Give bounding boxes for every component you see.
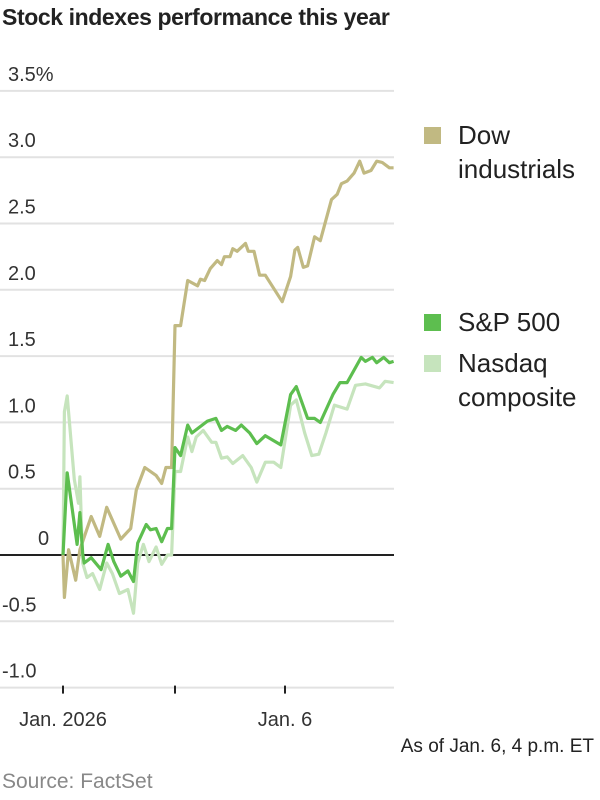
legend-label: Dow bbox=[458, 120, 511, 150]
legend-label: Nasdaq bbox=[458, 348, 548, 378]
chart-title: Stock indexes performance this year bbox=[2, 4, 390, 30]
x-tick-label: Jan. 6 bbox=[258, 709, 312, 731]
legend-label: S&P 500 bbox=[458, 307, 561, 337]
y-tick-label: -0.5 bbox=[2, 594, 36, 616]
y-tick-label: 3.0 bbox=[8, 130, 36, 152]
legend-label: industrials bbox=[458, 154, 576, 184]
source-note: Source: FactSet bbox=[2, 770, 153, 793]
y-tick-label: 3.5% bbox=[8, 64, 54, 86]
legend-label: composite bbox=[458, 382, 577, 412]
legend-item-dow: Dow industrials bbox=[424, 118, 576, 186]
y-tick-label: 2.0 bbox=[8, 263, 36, 285]
series-line-nasdaq-composite bbox=[61, 379, 394, 615]
y-tick-label: 2.5 bbox=[8, 197, 36, 219]
legend-swatch-dow bbox=[424, 127, 441, 144]
legend-item-sp500: S&P 500 bbox=[424, 305, 561, 339]
legend-swatch-sp500 bbox=[424, 314, 441, 331]
y-tick-label: 0.5 bbox=[8, 462, 36, 484]
legend-swatch-nasdaq bbox=[424, 355, 441, 372]
y-tick-label: 1.5 bbox=[8, 329, 36, 351]
y-tick-label: 0 bbox=[38, 528, 49, 550]
timestamp-note: As of Jan. 6, 4 p.m. ET bbox=[400, 736, 594, 757]
x-tick-label: Jan. 2026 bbox=[19, 709, 107, 731]
line-chart: 3.5% 3.0 2.5 2.0 1.5 1.0 0.5 0 -0.5 -1.0 Jan. 2026… bbox=[0, 64, 395, 731]
series-line-s-p-500 bbox=[61, 355, 395, 584]
y-tick-label: -1.0 bbox=[2, 661, 36, 683]
legend-item-nasdaq: Nasdaq composite bbox=[424, 346, 577, 414]
y-tick-label: 1.0 bbox=[8, 395, 36, 417]
series-line-dow-industrials bbox=[61, 159, 394, 600]
